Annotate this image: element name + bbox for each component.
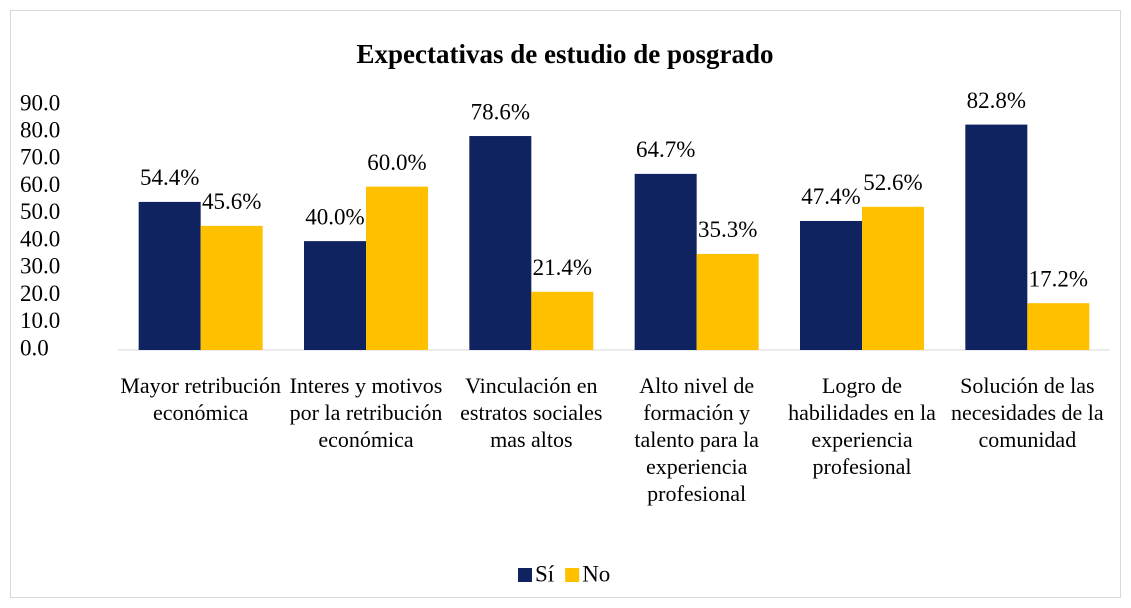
y-tick-label: 30.0 bbox=[20, 254, 60, 279]
x-tick-label: Alto nivel de formación y talento para l… bbox=[634, 373, 759, 506]
bar bbox=[469, 136, 532, 350]
legend-swatch bbox=[565, 568, 580, 582]
value-label: 64.7% bbox=[636, 137, 695, 162]
chart-title: Expectativas de estudio de posgrado bbox=[356, 39, 773, 69]
legend-swatch bbox=[518, 568, 532, 582]
value-label: 40.0% bbox=[305, 204, 364, 229]
bar bbox=[304, 241, 366, 350]
y-tick-label: 40.0 bbox=[20, 226, 60, 251]
x-tick-label: Logro de habilidades en la experiencia p… bbox=[788, 373, 936, 479]
y-tick-label: 90.0 bbox=[20, 90, 60, 115]
value-label: 47.4% bbox=[801, 184, 860, 209]
bar bbox=[138, 201, 201, 350]
bar bbox=[634, 173, 697, 350]
bar bbox=[200, 225, 263, 350]
x-tick-label: Interes y motivos por la retribución eco… bbox=[289, 373, 443, 452]
bar bbox=[965, 124, 1028, 350]
bar bbox=[531, 291, 594, 350]
x-tick-label: Solución de las necesidades de la comuni… bbox=[950, 373, 1104, 452]
y-tick-label: 60.0 bbox=[20, 172, 60, 197]
y-tick-label: 80.0 bbox=[20, 118, 60, 143]
y-tick-label: 50.0 bbox=[20, 199, 60, 224]
value-label: 78.6% bbox=[471, 99, 530, 124]
value-label: 35.3% bbox=[698, 217, 757, 242]
bar bbox=[862, 206, 924, 350]
bar bbox=[800, 220, 862, 350]
value-label: 60.0% bbox=[367, 150, 426, 175]
value-label: 17.2% bbox=[1029, 266, 1088, 291]
y-tick-label: 10.0 bbox=[20, 308, 60, 333]
x-tick-label: Mayor retribución económica bbox=[120, 373, 281, 425]
bar bbox=[696, 253, 759, 350]
value-label: 82.8% bbox=[967, 88, 1026, 113]
y-tick-label: 70.0 bbox=[20, 145, 60, 170]
legend-label: No bbox=[582, 561, 610, 586]
y-tick-label: 20.0 bbox=[20, 281, 60, 306]
x-tick-label: Vinculación en estratos sociales mas alt… bbox=[460, 373, 603, 452]
value-label: 52.6% bbox=[863, 170, 922, 195]
value-label: 54.4% bbox=[140, 165, 199, 190]
value-label: 45.6% bbox=[202, 189, 261, 214]
bar bbox=[1027, 303, 1090, 350]
bar bbox=[366, 186, 428, 350]
value-label: 21.4% bbox=[533, 255, 592, 280]
y-tick-label: 0.0 bbox=[20, 335, 49, 360]
legend-label: Sí bbox=[535, 561, 555, 586]
